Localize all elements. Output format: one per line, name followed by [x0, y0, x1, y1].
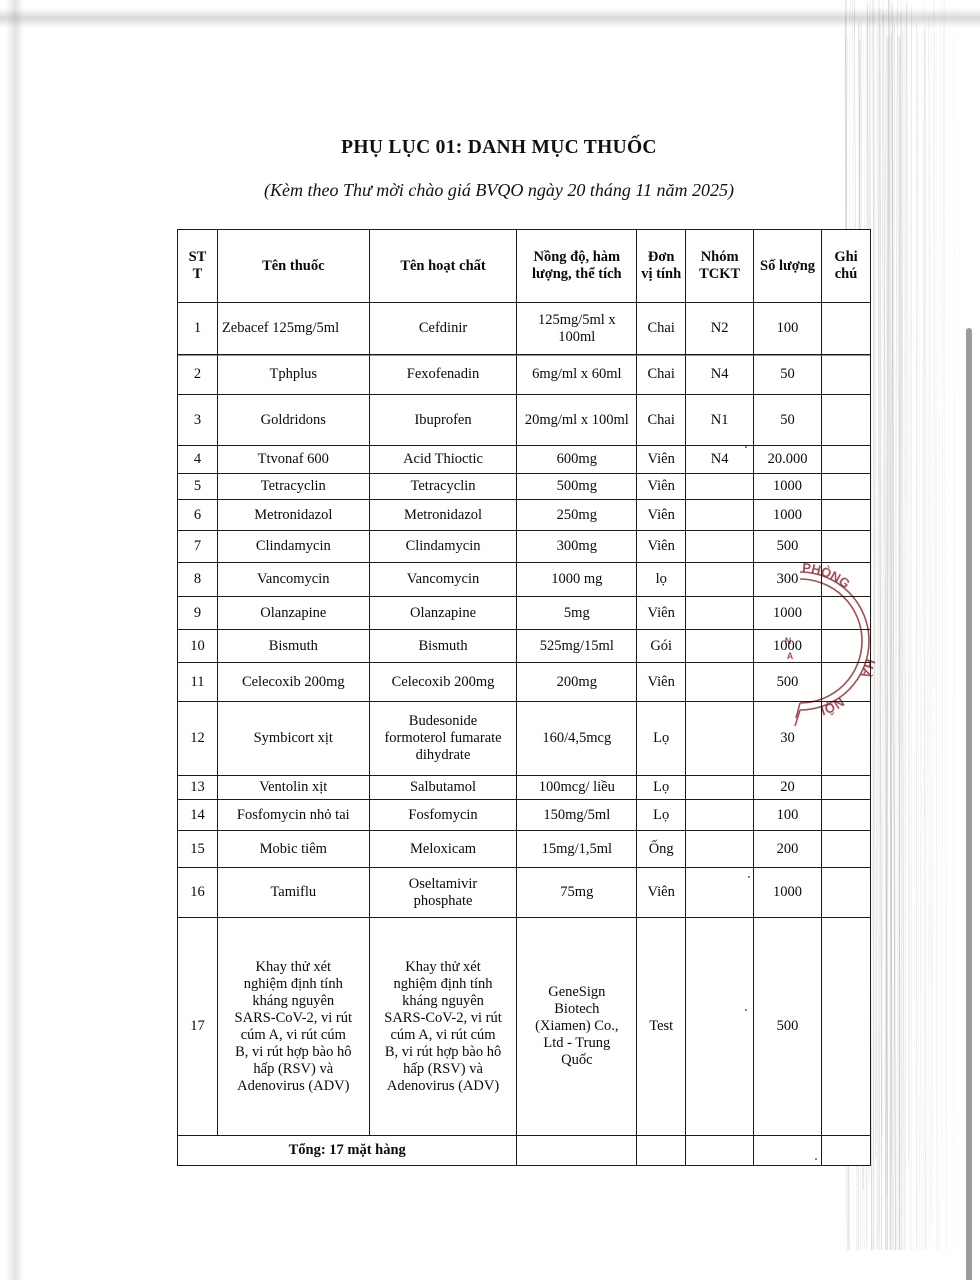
svg-text:HÀ: HÀ [857, 657, 878, 681]
svg-text:A: A [787, 651, 794, 661]
svg-text:PHÒNG: PHÒNG [802, 560, 853, 591]
svg-text:N: N [785, 636, 792, 646]
